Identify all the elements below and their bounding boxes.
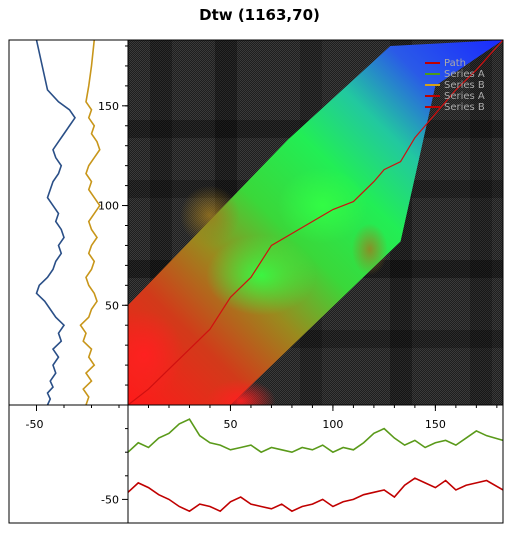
legend-label: Path xyxy=(444,58,466,69)
bg-stripe xyxy=(470,40,492,405)
x-tick-label: 100 xyxy=(322,418,343,431)
outer-frame xyxy=(8,39,504,524)
cost-hotspot xyxy=(128,310,185,401)
left-panel-tick-label: -50 xyxy=(26,418,44,431)
chart-title: Dtw (1163,70) xyxy=(199,6,320,24)
legend-label: Series B xyxy=(444,80,485,91)
cost-mid-region xyxy=(179,185,240,246)
bottom-series-line xyxy=(127,418,504,454)
legend-label: Series A xyxy=(444,91,485,102)
bottom-series-line xyxy=(127,477,504,513)
x-tick-label: 150 xyxy=(425,418,446,431)
y-tick-label: 100 xyxy=(98,200,119,213)
left-series-line xyxy=(79,39,101,406)
cost-mid-region xyxy=(351,223,388,276)
y-tick-label: 150 xyxy=(98,100,119,113)
left-series-line xyxy=(35,39,76,406)
warp-path-line xyxy=(128,40,503,405)
cost-hotspot xyxy=(205,379,276,405)
legend-label: Series B xyxy=(444,102,485,113)
legend-label: Series A xyxy=(444,69,485,80)
bottom-panel-tick-label: -50 xyxy=(101,493,119,506)
cost-low-region xyxy=(206,235,317,316)
x-tick-label: 50 xyxy=(223,418,237,431)
bg-stripe xyxy=(60,40,82,405)
band-highlights xyxy=(128,167,388,405)
cost-low-region xyxy=(277,167,368,244)
y-tick-label: 50 xyxy=(105,299,119,312)
